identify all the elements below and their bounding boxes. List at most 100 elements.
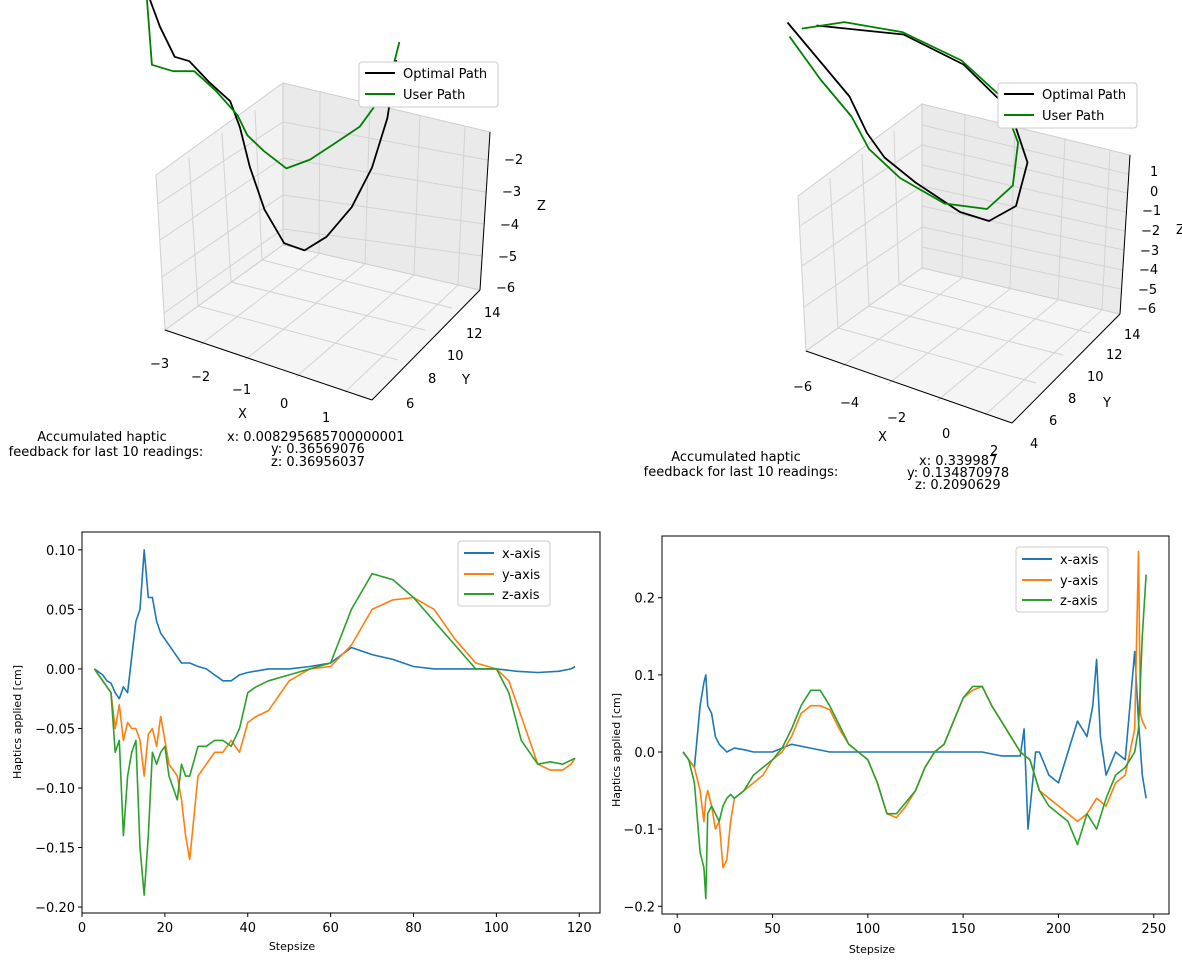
x-tick-label: 50 xyxy=(764,922,781,937)
feedback-x-value: x: 0.008295685700000001 xyxy=(227,430,405,445)
plot2d-right: 0 50 100 150 200 250 −0.2 −0.1 0.0 0.1 0.2 Stepsiz… xyxy=(610,535,1170,956)
x-tick-label: −1 xyxy=(232,383,251,398)
legend-label-y: y-axis xyxy=(502,568,540,583)
plot3d-left: −3 −2 −1 0 1 X 6 8 10 12 14 Y −2 −3 −4 −… xyxy=(9,0,546,470)
legend-label-z: z-axis xyxy=(502,588,540,603)
y-tick-label: −0.2 xyxy=(623,900,655,915)
y-tick-label: 0.05 xyxy=(46,603,75,618)
x-axis-label: X xyxy=(878,430,887,445)
z-tick-label: −2 xyxy=(504,153,523,168)
y-tick-label: 0.00 xyxy=(46,663,75,678)
x-tick-label: −2 xyxy=(191,370,210,385)
x-axis-label: Stepsize xyxy=(849,943,896,956)
x-tick-label: 0 xyxy=(942,427,950,442)
x-tick-label: −2 xyxy=(887,411,906,426)
x-tick-label: 150 xyxy=(951,922,976,937)
x-tick-label: 120 xyxy=(567,921,592,936)
feedback-left: Accumulated haptic feedback for last 10 … xyxy=(9,430,405,470)
axis-edges xyxy=(164,131,491,401)
y-tick-labels: 6 8 10 12 14 xyxy=(406,306,501,412)
z-tick-label: −5 xyxy=(1138,283,1157,298)
y-tick-label: −0.1 xyxy=(623,823,655,838)
y-axis-label: Haptics applied [cm] xyxy=(11,665,24,779)
x-tick-label: 60 xyxy=(322,921,339,936)
x-tick-label: 100 xyxy=(855,922,880,937)
legend: Optimal Path User Path xyxy=(997,82,1138,129)
z-axis-label: Z xyxy=(1176,223,1182,238)
x-tick-label: 100 xyxy=(484,921,509,936)
y-tick-label: 6 xyxy=(406,397,414,412)
feedback-z-value: z: 0.36956037 xyxy=(271,455,365,470)
y-tick-label: 8 xyxy=(428,372,436,387)
legend-label-optimal: Optimal Path xyxy=(1042,88,1126,103)
feedback-label-line2: feedback for last 10 readings: xyxy=(644,465,839,480)
path-line-User Path xyxy=(788,21,1019,210)
series-line-y-axis xyxy=(93,596,576,861)
y-tick-label: 0.1 xyxy=(634,669,655,684)
feedback-label-line1: Accumulated haptic xyxy=(671,450,800,465)
ticks: 0 50 100 150 200 250 −0.2 −0.1 0.0 0.1 0.2 xyxy=(623,592,1166,937)
path-line-User Path xyxy=(146,0,401,170)
legend: x-axis y-axis z-axis xyxy=(457,540,551,607)
z-tick-label: 0 xyxy=(1150,185,1158,200)
y-tick-label: 12 xyxy=(466,327,483,342)
z-tick-label: −1 xyxy=(1142,204,1161,219)
series-line-x-axis xyxy=(682,650,1147,830)
z-tick-label: −4 xyxy=(1139,263,1158,278)
y-tick-label: 8 xyxy=(1068,392,1076,407)
y-tick-label: −0.05 xyxy=(35,722,75,737)
x-tick-label: 80 xyxy=(405,921,422,936)
feedback-label-line1: Accumulated haptic xyxy=(37,430,166,445)
series-lines xyxy=(93,549,576,896)
series-line-y-axis xyxy=(682,550,1147,869)
z-tick-label: −6 xyxy=(1137,302,1156,317)
x-tick-label: 0 xyxy=(673,922,681,937)
z-axis-label: Z xyxy=(537,199,546,214)
feedback-right: Accumulated haptic feedback for last 10 … xyxy=(644,450,1009,493)
y-tick-label: 10 xyxy=(447,349,464,364)
y-tick-label: −0.15 xyxy=(35,842,75,857)
y-tick-label: −0.20 xyxy=(35,901,75,916)
y-axis-label: Y xyxy=(461,373,470,388)
z-tick-label: −2 xyxy=(1141,224,1160,239)
feedback-label-line2: feedback for last 10 readings: xyxy=(9,445,204,460)
y-tick-label: 6 xyxy=(1049,414,1057,429)
legend: Optimal Path User Path xyxy=(358,61,499,108)
feedback-x-value: x: 0.339987 xyxy=(919,454,997,469)
ticks: 0 20 40 60 80 100 120 −0.20 −0.15 −0.10 −0.05 0.00 0… xyxy=(35,544,592,936)
legend-box xyxy=(1015,546,1109,613)
y-axis-label: Haptics applied [cm] xyxy=(610,693,623,807)
x-tick-label: −3 xyxy=(150,357,169,372)
path-lines xyxy=(786,21,1029,222)
grid-lines xyxy=(799,113,1129,416)
feedback-y-value: y: 0.36569076 xyxy=(271,442,365,457)
y-tick-label: 0.10 xyxy=(46,544,75,559)
y-tick-label: 12 xyxy=(1106,348,1123,363)
y-tick-label: 14 xyxy=(1124,328,1141,343)
z-tick-labels: −2 −3 −4 −5 −6 xyxy=(496,153,523,296)
z-tick-labels: 1 0 −1 −2 −3 −4 −5 −6 xyxy=(1137,165,1161,317)
axis-edges xyxy=(805,154,1131,424)
series-lines xyxy=(682,550,1147,900)
x-tick-label: 0 xyxy=(78,921,86,936)
grid-lines xyxy=(157,91,489,393)
x-tick-label: 40 xyxy=(239,921,256,936)
legend-box xyxy=(457,540,551,607)
z-tick-label: −3 xyxy=(502,185,521,200)
y-tick-label: 10 xyxy=(1087,370,1104,385)
plot2d-left: 0 20 40 60 80 100 120 −0.20 −0.15 −0.10 −0.05 0.00 0… xyxy=(11,531,601,953)
x-tick-label: 200 xyxy=(1046,922,1071,937)
x-tick-label: −4 xyxy=(840,396,859,411)
x-axis-label: X xyxy=(238,407,247,422)
y-tick-labels: 4 6 8 10 12 14 xyxy=(1030,328,1141,452)
x-tick-label: 2 xyxy=(990,444,998,459)
x-tick-label: 20 xyxy=(157,921,174,936)
z-tick-label: −6 xyxy=(496,281,515,296)
legend-label-z: z-axis xyxy=(1060,594,1098,609)
x-tick-label: 1 xyxy=(322,411,330,426)
path-line-Optimal Path xyxy=(149,0,398,252)
legend-label-x: x-axis xyxy=(1060,553,1099,568)
z-tick-label: −5 xyxy=(498,250,517,265)
series-line-x-axis xyxy=(93,549,576,700)
y-tick-label: 14 xyxy=(484,306,501,321)
